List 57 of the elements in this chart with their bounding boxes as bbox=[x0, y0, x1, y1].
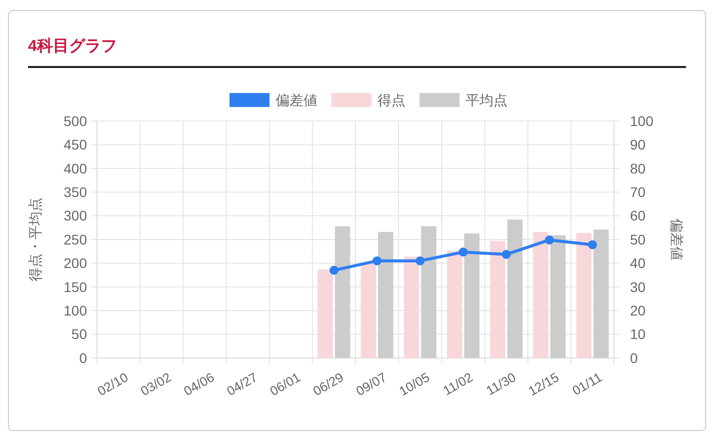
bar bbox=[533, 232, 548, 358]
y2-tick-label: 20 bbox=[630, 302, 646, 318]
x-tick-label: 06/29 bbox=[310, 369, 346, 399]
point bbox=[588, 240, 597, 250]
point bbox=[502, 250, 511, 259]
legend-label: 平均点 bbox=[466, 92, 508, 108]
y2-axis-title: 偏差値 bbox=[669, 218, 685, 260]
bar bbox=[360, 263, 376, 358]
x-tick-label: 03/02 bbox=[138, 369, 174, 399]
y-tick-label: 50 bbox=[71, 326, 88, 342]
point bbox=[458, 248, 468, 257]
bar bbox=[507, 220, 523, 358]
bar bbox=[576, 232, 592, 358]
bar bbox=[334, 226, 350, 358]
y-tick-label: 250 bbox=[64, 231, 88, 248]
y-tick-label: 100 bbox=[64, 302, 88, 318]
y2-tick-label: 10 bbox=[630, 326, 646, 342]
point bbox=[329, 266, 338, 275]
legend-label: 偏差値 bbox=[276, 92, 318, 108]
y-tick-label: 450 bbox=[64, 136, 88, 153]
legend-label: 得点 bbox=[378, 92, 406, 108]
x-tick-label: 01/11 bbox=[570, 369, 605, 398]
y2-tick-label: 30 bbox=[630, 278, 646, 295]
x-tick-label: 04/06 bbox=[181, 369, 217, 399]
y-tick-label: 150 bbox=[64, 278, 88, 295]
bar bbox=[421, 226, 436, 358]
y2-tick-label: 60 bbox=[630, 208, 646, 224]
bar bbox=[404, 256, 420, 358]
x-tick-label: 02/10 bbox=[94, 369, 131, 399]
x-tick-label: 11/02 bbox=[440, 369, 476, 398]
bar bbox=[446, 250, 462, 358]
y-axis-title: 得点・平均点 bbox=[27, 198, 43, 282]
y2-tick-label: 0 bbox=[630, 350, 638, 366]
y-tick-label: 300 bbox=[64, 208, 88, 224]
y2-tick-label: 70 bbox=[630, 184, 646, 200]
y-tick-label: 200 bbox=[64, 255, 88, 272]
x-tick-label: 11/30 bbox=[483, 369, 518, 398]
y-tick-label: 350 bbox=[64, 184, 88, 200]
bar bbox=[490, 240, 506, 358]
chart-title: 4科目グラフ bbox=[28, 37, 117, 55]
bar bbox=[464, 233, 480, 358]
y2-tick-label: 40 bbox=[630, 255, 646, 272]
point bbox=[372, 256, 382, 266]
point bbox=[544, 235, 554, 244]
bar bbox=[593, 230, 609, 358]
y-tick-label: 500 bbox=[64, 112, 88, 129]
y2-tick-label: 100 bbox=[630, 112, 654, 129]
point bbox=[416, 256, 425, 266]
x-tick-label: 06/01 bbox=[267, 369, 303, 399]
y-tick-label: 400 bbox=[64, 160, 88, 176]
y2-tick-label: 90 bbox=[630, 136, 646, 153]
y2-tick-label: 80 bbox=[630, 160, 646, 176]
y-tick-label: 0 bbox=[79, 350, 88, 366]
bar bbox=[378, 232, 394, 358]
y2-tick-label: 50 bbox=[630, 231, 646, 248]
bar bbox=[550, 235, 566, 358]
bar bbox=[318, 269, 333, 358]
